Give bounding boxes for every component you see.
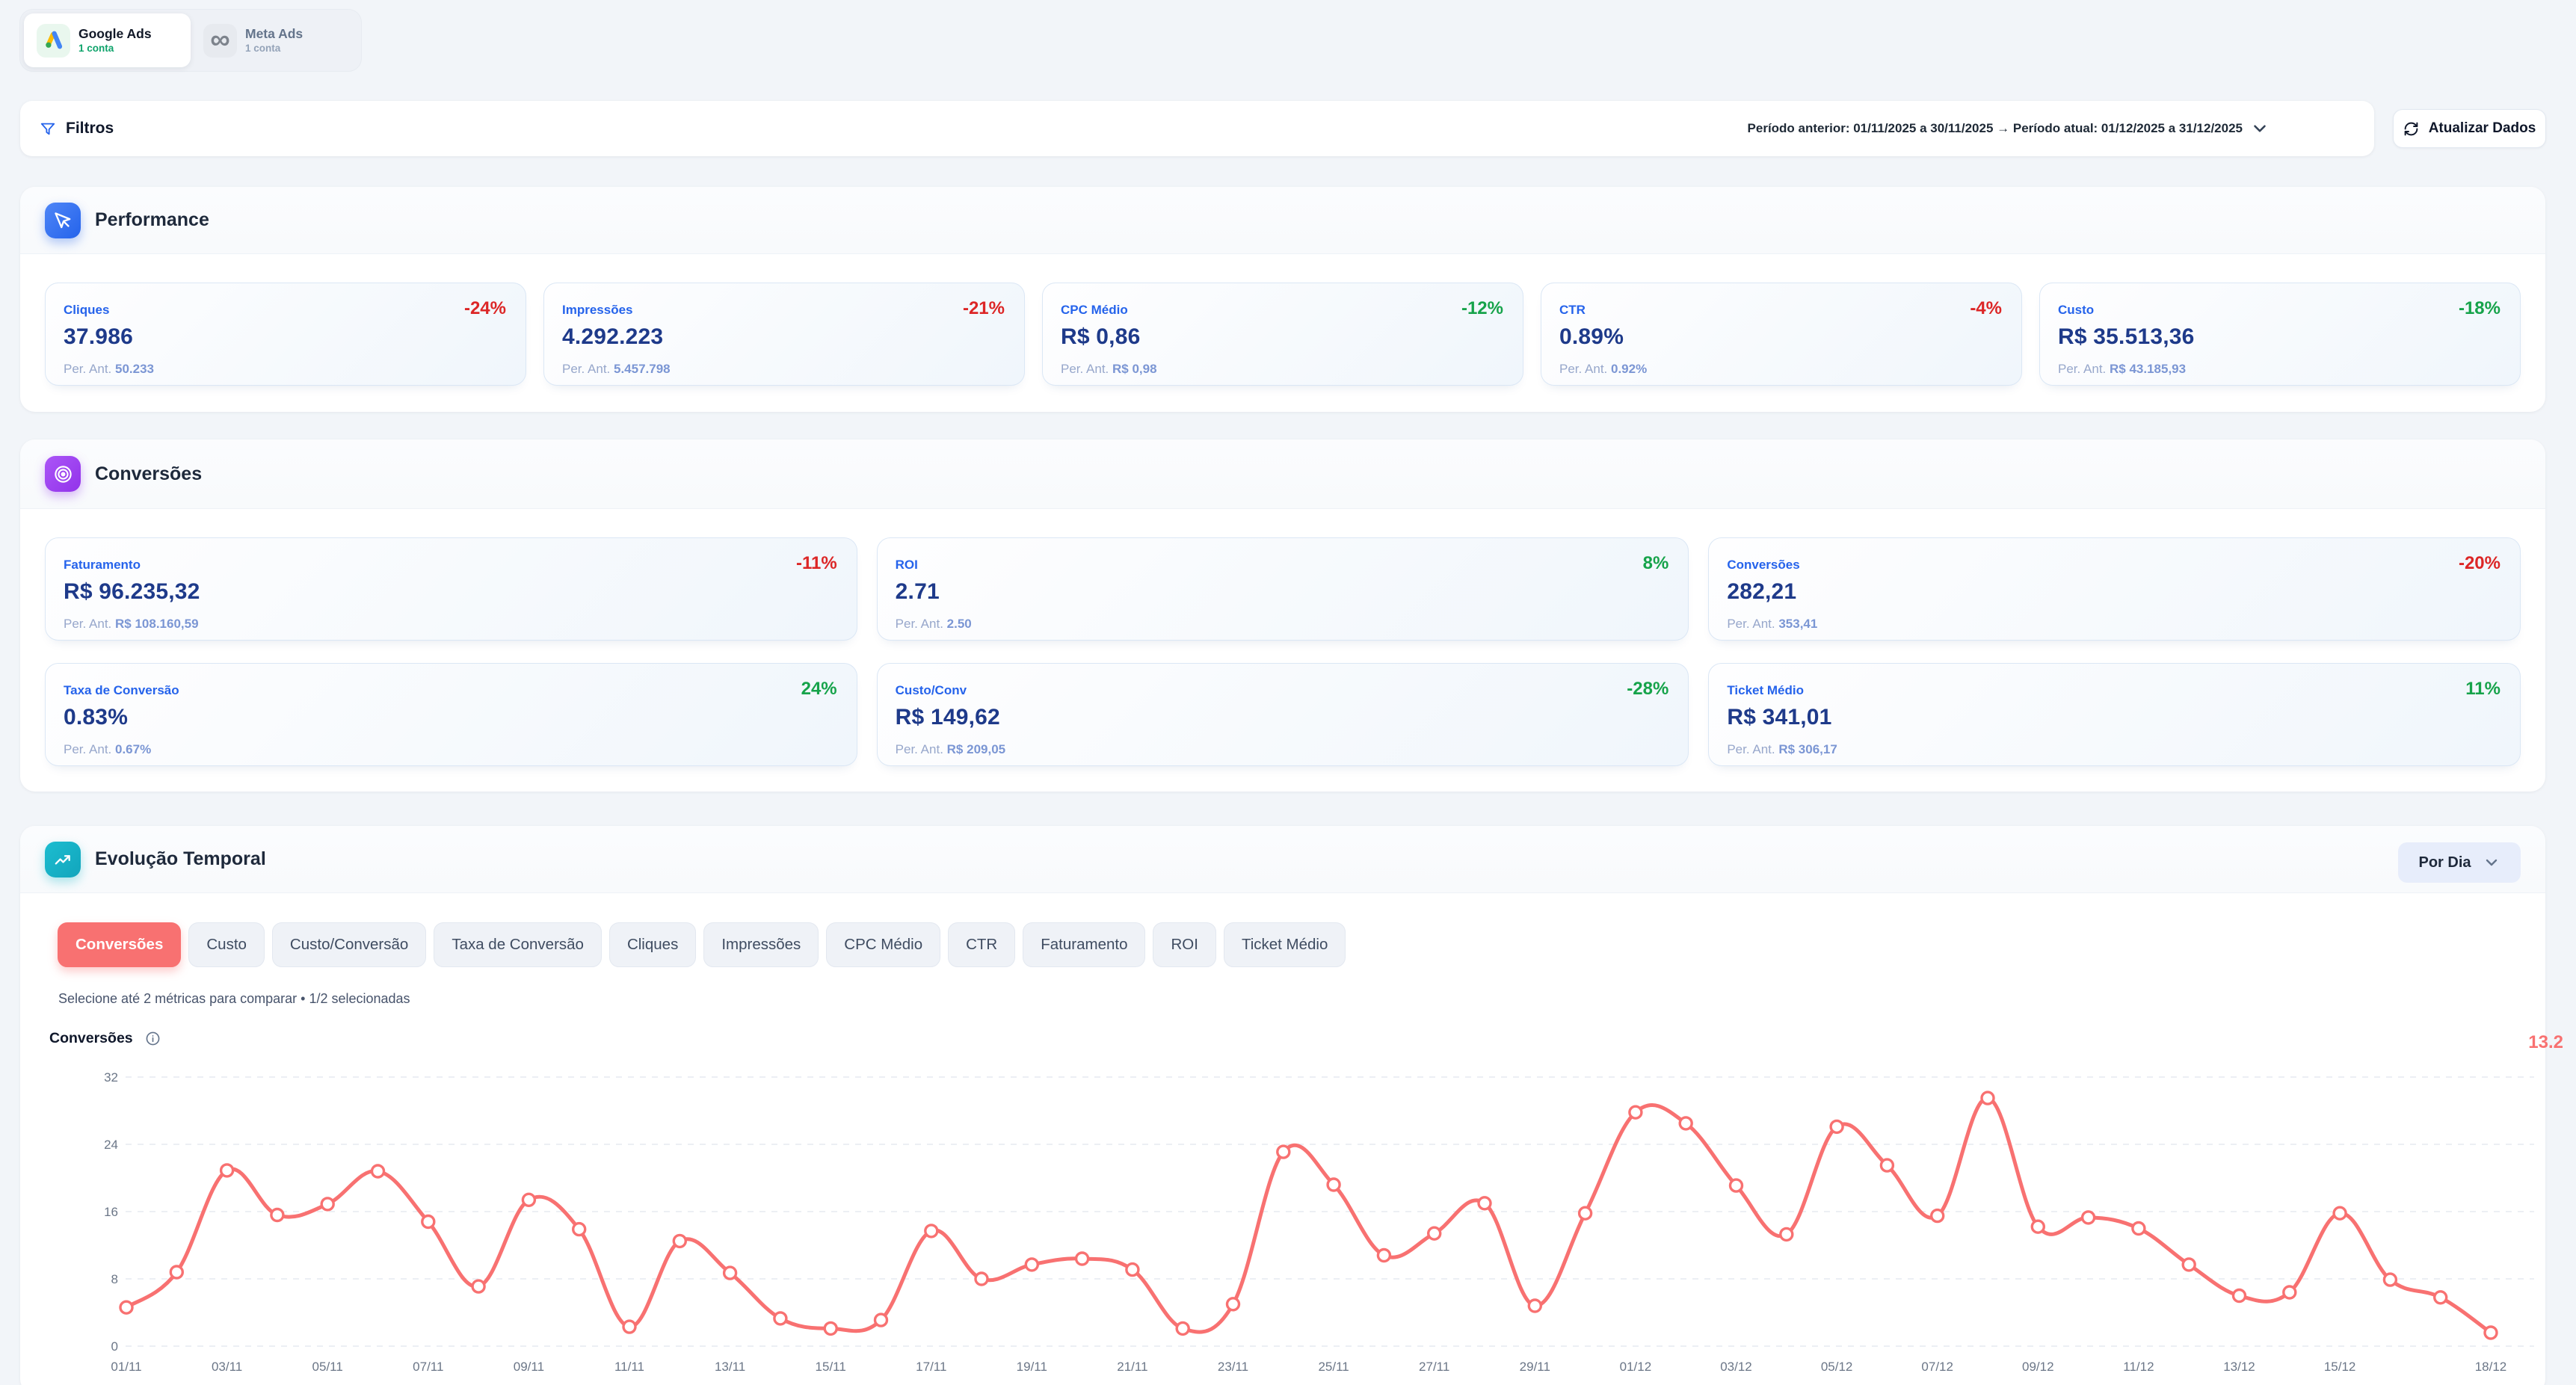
svg-text:25/11: 25/11	[1318, 1360, 1349, 1374]
svg-text:32: 32	[104, 1070, 118, 1085]
svg-text:05/11: 05/11	[312, 1360, 343, 1374]
svg-text:24: 24	[104, 1138, 118, 1152]
svg-text:0: 0	[111, 1339, 118, 1354]
svg-text:8: 8	[111, 1272, 118, 1286]
svg-text:17/11: 17/11	[916, 1360, 946, 1374]
svg-text:16: 16	[104, 1205, 118, 1219]
svg-text:07/12: 07/12	[1921, 1360, 1953, 1374]
svg-text:21/11: 21/11	[1117, 1360, 1147, 1374]
svg-text:15/11: 15/11	[816, 1360, 846, 1374]
svg-text:11/12: 11/12	[2123, 1360, 2154, 1374]
svg-text:15/12: 15/12	[2324, 1360, 2356, 1374]
svg-text:03/12: 03/12	[1720, 1360, 1752, 1374]
svg-text:09/11: 09/11	[514, 1360, 544, 1374]
svg-text:01/11: 01/11	[111, 1360, 141, 1374]
svg-text:19/11: 19/11	[1017, 1360, 1047, 1374]
svg-text:29/11: 29/11	[1520, 1360, 1550, 1374]
svg-text:07/11: 07/11	[413, 1360, 443, 1374]
svg-text:23/11: 23/11	[1218, 1360, 1248, 1374]
svg-text:01/12: 01/12	[1620, 1360, 1652, 1374]
svg-text:13/12: 13/12	[2223, 1360, 2255, 1374]
svg-text:03/11: 03/11	[212, 1360, 242, 1374]
svg-text:27/11: 27/11	[1419, 1360, 1449, 1374]
svg-text:05/12: 05/12	[1821, 1360, 1853, 1374]
svg-text:11/11: 11/11	[614, 1360, 644, 1374]
svg-text:18/12: 18/12	[2475, 1360, 2507, 1374]
svg-text:13/11: 13/11	[715, 1360, 745, 1374]
svg-text:09/12: 09/12	[2022, 1360, 2054, 1374]
